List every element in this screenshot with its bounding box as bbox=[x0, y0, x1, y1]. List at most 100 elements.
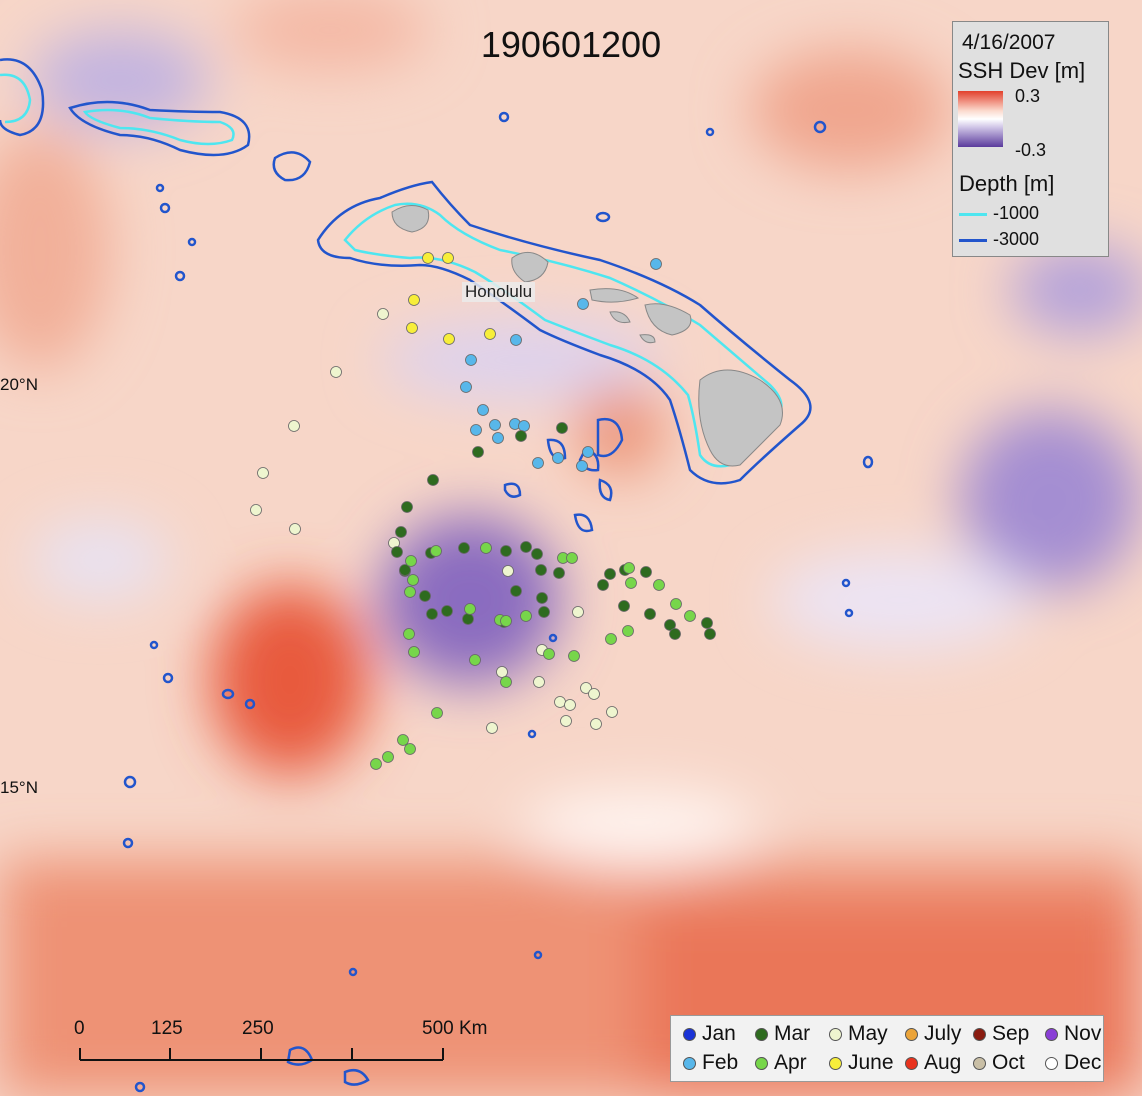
month-label: Oct bbox=[992, 1051, 1025, 1074]
contour-dots bbox=[122, 111, 874, 1093]
ssh-colorbar bbox=[958, 91, 1003, 147]
observation-point-mar bbox=[664, 619, 676, 631]
observation-point-apr bbox=[404, 743, 416, 755]
month-legend-item-jan: Jan bbox=[683, 1022, 736, 1046]
ssh-max-label: 0.3 bbox=[1015, 86, 1041, 106]
scale-label-0: 0 bbox=[74, 1018, 85, 1039]
depth-3000-label: -3000 bbox=[993, 229, 1040, 249]
month-swatch bbox=[973, 1027, 986, 1041]
observation-point-mar bbox=[704, 628, 716, 640]
month-swatch bbox=[973, 1056, 986, 1070]
observation-point-may bbox=[533, 676, 545, 688]
month-legend: Jan Feb Mar Apr May June July Aug Sep Oct Nov Dec bbox=[670, 1015, 1104, 1082]
month-label: July bbox=[924, 1022, 962, 1045]
observation-point-may bbox=[289, 523, 301, 535]
month-legend-item-aug: Aug bbox=[905, 1051, 961, 1075]
observation-point-apr bbox=[480, 542, 492, 554]
observation-point-may bbox=[588, 688, 600, 700]
observation-point-may bbox=[377, 308, 389, 320]
month-legend-item-feb: Feb bbox=[683, 1051, 738, 1075]
map-title: 190601200 bbox=[480, 24, 662, 65]
month-label: Sep bbox=[992, 1022, 1030, 1045]
month-swatch bbox=[683, 1056, 696, 1070]
observation-point-june bbox=[408, 294, 420, 306]
scale-label-500: 500 Km bbox=[422, 1018, 488, 1039]
ssh-legend-title: SSH Dev [m] bbox=[958, 58, 1086, 83]
month-label: May bbox=[848, 1022, 888, 1045]
month-legend-item-sep: Sep bbox=[973, 1022, 1029, 1046]
observation-point-mar bbox=[536, 592, 548, 604]
observation-point-mar bbox=[618, 600, 630, 612]
observation-point-apr bbox=[500, 615, 512, 627]
observation-point-mar bbox=[426, 608, 438, 620]
observation-point-june bbox=[442, 252, 454, 264]
observation-point-mar bbox=[462, 613, 474, 625]
month-label: Jan bbox=[702, 1022, 736, 1045]
observation-point-may bbox=[250, 504, 262, 516]
month-label: Feb bbox=[702, 1051, 739, 1074]
month-legend-item-oct: Oct bbox=[973, 1051, 1025, 1075]
observation-point-feb bbox=[465, 354, 477, 366]
observation-point-feb bbox=[577, 298, 589, 310]
scale-label-250: 250 bbox=[242, 1018, 274, 1039]
observation-point-mar bbox=[520, 541, 532, 553]
observation-point-feb bbox=[576, 460, 588, 472]
observation-point-apr bbox=[408, 646, 420, 658]
observation-point-apr bbox=[370, 758, 382, 770]
depth-legend-title: Depth [m] bbox=[959, 171, 1055, 196]
month-label: Aug bbox=[924, 1051, 962, 1074]
observation-point-feb bbox=[552, 452, 564, 464]
observation-point-mar bbox=[701, 617, 713, 629]
observation-point-apr bbox=[405, 555, 417, 567]
month-swatch bbox=[905, 1056, 918, 1070]
month-legend-item-dec: Dec bbox=[1045, 1051, 1101, 1075]
observation-point-may bbox=[572, 606, 584, 618]
observation-point-apr bbox=[623, 562, 635, 574]
observation-point-apr bbox=[605, 633, 617, 645]
ssh-depth-legend: 4/16/2007 SSH Dev [m] 0.3 -0.3 Depth [m]… bbox=[952, 21, 1109, 257]
legend-date: 4/16/2007 bbox=[962, 31, 1056, 54]
observation-point-feb bbox=[518, 420, 530, 432]
depth-1000-swatch bbox=[959, 213, 987, 216]
observation-points bbox=[250, 252, 716, 770]
observation-point-feb bbox=[492, 432, 504, 444]
observation-point-apr bbox=[684, 610, 696, 622]
observation-point-mar bbox=[535, 564, 547, 576]
observation-point-may bbox=[502, 565, 514, 577]
observation-point-mar bbox=[553, 567, 565, 579]
observation-point-apr bbox=[407, 574, 419, 586]
observation-point-apr bbox=[568, 650, 580, 662]
ssh-min-label: -0.3 bbox=[1015, 140, 1047, 160]
observation-point-may bbox=[486, 722, 498, 734]
observation-point-mar bbox=[515, 430, 527, 442]
month-swatch bbox=[829, 1056, 842, 1070]
observation-point-apr bbox=[520, 610, 532, 622]
observation-point-mar bbox=[604, 568, 616, 580]
observation-point-mar bbox=[510, 585, 522, 597]
month-swatch bbox=[905, 1027, 918, 1041]
observation-point-may bbox=[590, 718, 602, 730]
observation-point-mar bbox=[401, 501, 413, 513]
month-swatch bbox=[1045, 1056, 1058, 1070]
observation-point-mar bbox=[500, 545, 512, 557]
observation-point-apr bbox=[566, 552, 578, 564]
month-label: Nov bbox=[1064, 1022, 1102, 1045]
observation-point-apr bbox=[464, 603, 476, 615]
month-legend-item-apr: Apr bbox=[755, 1051, 807, 1075]
month-swatch bbox=[829, 1027, 842, 1041]
observation-point-feb bbox=[582, 446, 594, 458]
observation-point-may bbox=[564, 699, 576, 711]
month-legend-item-july: July bbox=[905, 1022, 961, 1046]
lat-label-15n: 15°N bbox=[0, 778, 38, 797]
observation-point-apr bbox=[543, 648, 555, 660]
month-label: June bbox=[848, 1051, 894, 1074]
observation-point-june bbox=[406, 322, 418, 334]
month-label: Apr bbox=[774, 1051, 807, 1074]
observation-point-may bbox=[496, 666, 508, 678]
observation-point-apr bbox=[431, 707, 443, 719]
observation-point-may bbox=[606, 706, 618, 718]
observation-point-apr bbox=[382, 751, 394, 763]
observation-point-may bbox=[257, 467, 269, 479]
